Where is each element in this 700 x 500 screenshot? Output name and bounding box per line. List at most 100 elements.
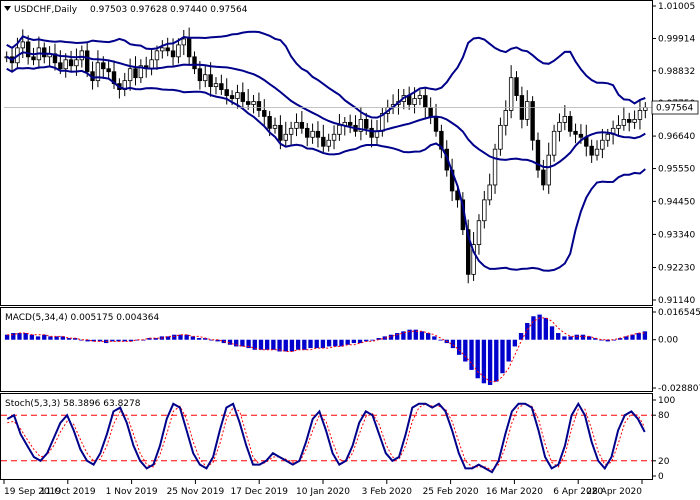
macd-bar <box>419 331 425 340</box>
candle <box>170 50 176 58</box>
macd-bar <box>500 339 505 374</box>
candle <box>84 50 90 73</box>
price-layer <box>4 27 652 284</box>
x-tick-label: 16 Mar 2020 <box>486 487 543 497</box>
candle <box>358 118 364 132</box>
candle <box>208 74 213 88</box>
stoch-tick-label: 20 <box>658 457 670 467</box>
candle <box>600 139 605 150</box>
macd-signal-line <box>7 317 645 383</box>
x-tick-label: 1 Nov 2019 <box>106 487 158 497</box>
macd-bar <box>562 336 567 340</box>
candle <box>417 95 423 99</box>
macd-layer <box>4 314 648 385</box>
candle <box>369 127 374 138</box>
macd-bar <box>364 339 369 342</box>
macd-bar <box>580 334 586 340</box>
macd-bar <box>289 339 295 352</box>
price-panel-frame <box>0 0 653 306</box>
x-tick-label: 3 Feb 2020 <box>362 487 413 497</box>
macd-bar <box>506 339 511 362</box>
macd-bar <box>599 339 604 341</box>
macd-bar <box>525 322 530 340</box>
candle <box>256 101 262 111</box>
macd-bar <box>320 339 326 349</box>
candle <box>589 145 594 156</box>
macd-bar <box>265 339 270 350</box>
macd-bar <box>512 339 518 347</box>
bollinger-lower-line <box>6 65 646 272</box>
stoch-header: Stoch(5,3,3) 58.3896 63.8278 <box>5 399 141 409</box>
macd-tick-label: 0.00 <box>658 336 678 346</box>
candle <box>245 101 251 105</box>
macd-bar <box>574 334 579 340</box>
price-tick-label: 0.94450 <box>658 197 695 207</box>
candle <box>149 59 154 70</box>
macd-bar <box>401 331 406 340</box>
candle <box>347 121 353 126</box>
macd-bar <box>110 339 115 342</box>
macd-bar <box>518 333 524 340</box>
candle <box>546 154 551 186</box>
macd-bar <box>339 339 344 347</box>
macd-bar <box>122 339 127 342</box>
candle <box>299 121 305 129</box>
candle <box>627 118 632 123</box>
macd-bar <box>407 329 412 340</box>
candle <box>337 124 342 135</box>
macd-bar <box>246 339 251 349</box>
candle <box>294 121 299 129</box>
macd-bar <box>240 339 245 347</box>
macd-bar <box>351 339 357 344</box>
macd-bar <box>630 334 635 340</box>
candle <box>138 65 144 79</box>
macd-bar <box>48 336 53 340</box>
candle <box>466 229 471 275</box>
stoch-signal-line <box>7 403 646 471</box>
dropdown-triangle-icon[interactable] <box>4 6 11 11</box>
candle <box>272 124 278 129</box>
macd-bar <box>531 316 536 340</box>
macd-bar <box>302 339 307 350</box>
candle <box>541 169 546 186</box>
candle <box>310 130 315 138</box>
candle <box>251 101 256 105</box>
macd-bar <box>463 339 468 362</box>
candle <box>637 110 643 120</box>
macd-bar <box>221 339 226 344</box>
candle <box>262 110 267 117</box>
x-tick-label: 25 Nov 2019 <box>167 487 225 497</box>
candle <box>530 101 535 141</box>
macd-tick-label: 0.016545 <box>658 308 700 318</box>
stoch-tick-label: 100 <box>658 396 675 406</box>
macd-bar <box>227 339 233 345</box>
x-tick-label: 28 Apr 2020 <box>586 487 642 497</box>
macd-bar <box>73 338 78 340</box>
candle <box>487 184 492 201</box>
macd-bar <box>128 339 134 342</box>
macd-bar <box>382 336 387 340</box>
macd-bar <box>587 336 592 340</box>
candle <box>240 92 246 102</box>
macd-bar <box>196 338 202 340</box>
candle <box>42 47 47 58</box>
macd-bar <box>35 336 41 340</box>
macd-bar <box>611 339 617 341</box>
macd-bar <box>147 338 152 340</box>
ohlc-values: 0.97503 0.97628 0.97440 0.97564 <box>90 5 248 15</box>
macd-bar <box>568 336 573 340</box>
price-tick-label: 0.96640 <box>658 132 695 142</box>
macd-bar <box>617 338 623 340</box>
macd-bar <box>29 334 35 340</box>
candle <box>621 118 627 126</box>
candle <box>229 95 235 99</box>
price-tick-label: 0.93340 <box>658 230 695 240</box>
macd-bar <box>438 339 443 341</box>
macd-bar <box>624 336 629 340</box>
macd-bar <box>134 339 140 341</box>
symbol-label: USDCHF,Daily <box>14 5 78 15</box>
candle <box>321 136 326 147</box>
candle <box>95 62 101 82</box>
candle <box>557 121 562 132</box>
